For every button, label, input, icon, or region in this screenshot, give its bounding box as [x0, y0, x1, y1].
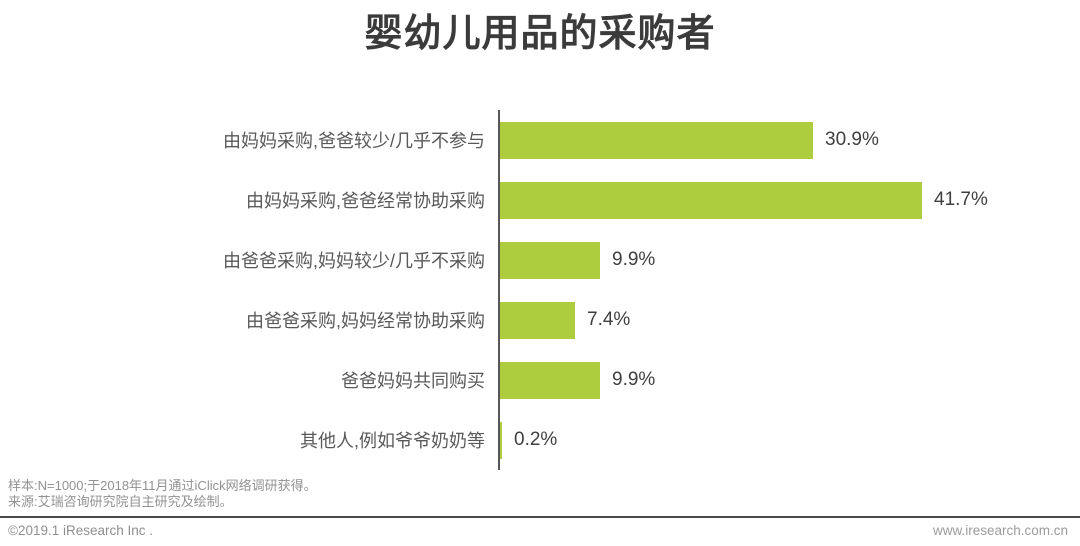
footnotes: 样本:N=1000;于2018年11月通过iClick网络调研获得。 来源:艾瑞…: [8, 478, 1080, 510]
footer-divider: [0, 516, 1080, 518]
bar-value: 9.9%: [612, 249, 656, 270]
bar-row: 由爸爸采购,妈妈经常协助采购 7.4%: [0, 290, 1080, 350]
bar-label: 由爸爸采购,妈妈经常协助采购: [246, 311, 485, 331]
bar: [500, 301, 575, 339]
bar-label: 由妈妈采购,爸爸经常协助采购: [246, 191, 485, 211]
bar-label: 其他人,例如爷爷奶奶等: [300, 431, 485, 451]
bar-value: 0.2%: [514, 429, 558, 450]
bar-area: 7.4%: [498, 290, 1080, 350]
bar: [500, 121, 813, 159]
bar-label: 由爸爸采购,妈妈较少/几乎不采购: [222, 251, 485, 271]
source-note: 来源:艾瑞咨询研究院自主研究及绘制。: [8, 494, 233, 509]
bar-row: 由妈妈采购,爸爸经常协助采购 41.7%: [0, 170, 1080, 230]
bar-value: 9.9%: [612, 369, 656, 390]
bar: [500, 241, 600, 279]
bar-area: 41.7%: [498, 170, 1080, 230]
bar-area: 0.2%: [498, 410, 1080, 470]
bar-area: 30.9%: [498, 110, 1080, 170]
website-text: www.iresearch.com.cn: [932, 523, 1068, 538]
bar: [500, 181, 922, 219]
bar-value: 41.7%: [934, 189, 988, 210]
chart-title: 婴幼儿用品的采购者: [364, 13, 716, 55]
bar-value: 30.9%: [825, 129, 879, 150]
bar-area: 9.9%: [498, 350, 1080, 410]
bar-value: 7.4%: [587, 309, 631, 330]
bar: [500, 421, 502, 459]
copyright-text: ©2019.1 iResearch Inc .: [8, 523, 154, 538]
footer-bar: ©2019.1 iResearch Inc . www.iresearch.co…: [0, 518, 1080, 538]
bar-chart: 由妈妈采购,爸爸较少/几乎不参与 30.9% 由妈妈采购,爸爸经常协助采购 41…: [0, 110, 1080, 470]
bar-row: 其他人,例如爷爷奶奶等 0.2%: [0, 410, 1080, 470]
sample-note: 样本:N=1000;于2018年11月通过iClick网络调研获得。: [8, 478, 317, 493]
bar-row: 爸爸妈妈共同购买 9.9%: [0, 350, 1080, 410]
bar-label: 由妈妈采购,爸爸较少/几乎不参与: [222, 131, 485, 151]
bar-label: 爸爸妈妈共同购买: [341, 371, 485, 391]
bar-row: 由妈妈采购,爸爸较少/几乎不参与 30.9%: [0, 110, 1080, 170]
bar-row: 由爸爸采购,妈妈较少/几乎不采购 9.9%: [0, 230, 1080, 290]
bar: [500, 361, 600, 399]
bar-area: 9.9%: [498, 230, 1080, 290]
bar-rows: 由妈妈采购,爸爸较少/几乎不参与 30.9% 由妈妈采购,爸爸经常协助采购 41…: [0, 110, 1080, 470]
